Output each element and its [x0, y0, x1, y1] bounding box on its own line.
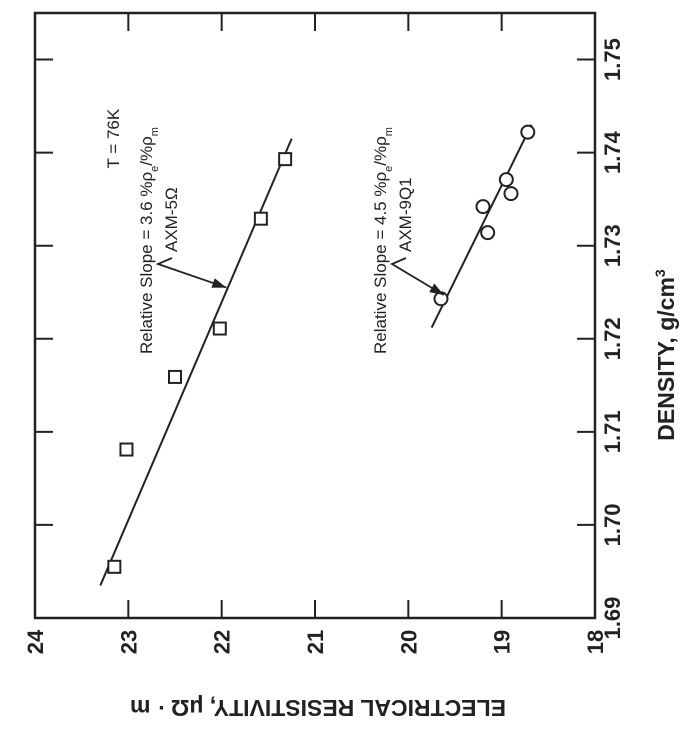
- relative-slope-label: Relative Slope = 4.5 %ρe/%ρm: [371, 127, 395, 354]
- rho-e-subscript: e: [383, 166, 395, 172]
- data-point-square: [278, 152, 293, 167]
- density-tick-label: 1.74: [600, 130, 625, 174]
- rho-symbol: ρ: [371, 136, 390, 146]
- rho-e-subscript: e: [149, 166, 161, 172]
- series-label: AXM-9Q1: [396, 177, 415, 252]
- relative-slope-label: Relative Slope = 3.6 %ρe/%ρm: [137, 127, 161, 354]
- annotation-leader: [155, 257, 227, 289]
- slash-percent: /%: [137, 146, 156, 166]
- resistivity-tick-label: 20: [396, 630, 421, 654]
- data-point-circle: [520, 124, 536, 140]
- resistivity-tick-label: 19: [490, 630, 515, 654]
- data-point-square: [107, 559, 122, 574]
- data-point-square: [212, 321, 227, 336]
- density-axis-title-text: DENSITY, g/cm: [653, 277, 679, 441]
- resistivity-tick-label: 24: [23, 629, 48, 654]
- density-tick-label: 1.69: [600, 597, 625, 640]
- slash-percent: /%: [371, 146, 390, 166]
- annotation-arrowhead: [211, 278, 227, 288]
- data-point-square: [168, 369, 182, 384]
- fit-line-axm-5q: [99, 138, 293, 586]
- resistivity-tick-label: 22: [210, 630, 235, 654]
- density-axis-title-superscript: 3: [652, 269, 668, 277]
- relative-slope-text: Relative Slope = 4.5 %: [371, 182, 390, 354]
- series-label: AXM-5Ω: [162, 187, 181, 252]
- resistivity-tick-label: 18: [583, 630, 608, 654]
- plot-frame: [33, 11, 597, 620]
- density-tick-label: 1.73: [600, 224, 625, 267]
- relative-slope-text: Relative Slope = 3.6 %: [137, 182, 156, 354]
- data-point-circle: [498, 172, 514, 188]
- data-point-circle: [475, 199, 491, 215]
- data-point-square: [119, 442, 134, 457]
- rho-m-subscript: m: [149, 127, 161, 136]
- resistivity-tick-label: 21: [303, 630, 328, 654]
- data-point-circle: [503, 186, 519, 202]
- fit-line-axm-9q1: [430, 124, 533, 329]
- density-tick-label: 1.75: [600, 38, 625, 81]
- density-tick-label: 1.72: [600, 317, 625, 360]
- annotation-arrowhead: [429, 283, 444, 296]
- rho-symbol: ρ: [137, 136, 156, 146]
- rho-symbol: ρ: [371, 172, 390, 182]
- density-tick-label: 1.71: [600, 410, 625, 453]
- rho-symbol: ρ: [137, 172, 156, 182]
- resistivity-tick-label: 23: [116, 630, 141, 654]
- data-point-square: [253, 211, 268, 226]
- temperature-label: T = 76K: [104, 108, 123, 168]
- resistivity-axis-title: ELECTRICAL RESISTIVITY, μΩ · m: [130, 695, 506, 721]
- annotation-leader: [390, 257, 445, 296]
- rho-m-subscript: m: [383, 127, 395, 136]
- data-point-circle: [480, 225, 496, 241]
- density-tick-label: 1.70: [600, 504, 625, 547]
- density-axis-title: DENSITY, g/cm3: [652, 269, 679, 441]
